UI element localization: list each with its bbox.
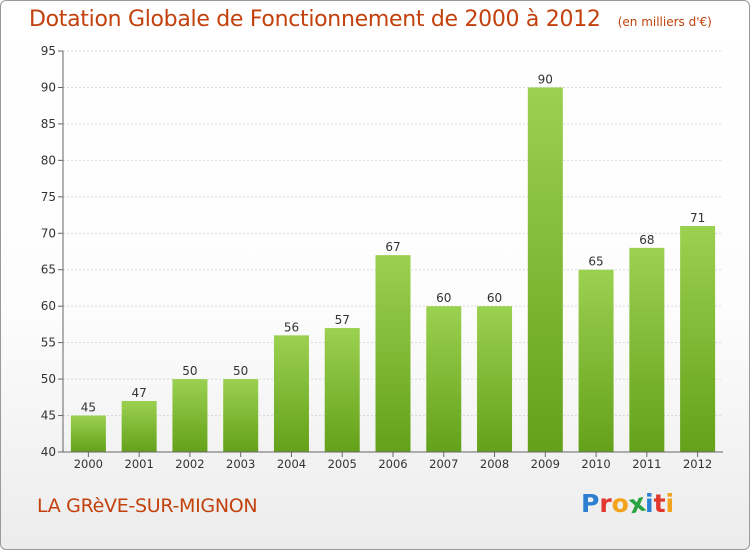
bar-2005 [324,328,360,452]
brand-letter: o [611,489,629,518]
data-label: 50 [182,364,197,378]
title-row: Dotation Globale de Fonctionnement de 20… [29,7,712,32]
bar-2008 [477,306,513,452]
brand-letter: i [645,489,654,518]
bar-2000 [70,415,106,452]
data-label: 71 [690,211,705,225]
y-tick-label: 85 [41,117,56,131]
x-tick-label: 2012 [683,457,712,471]
x-tick-label: 2000 [74,457,103,471]
x-tick-label: 2008 [480,457,509,471]
y-tick-label: 45 [41,409,56,423]
data-label: 47 [132,386,147,400]
chart-title: Dotation Globale de Fonctionnement de 20… [29,7,601,32]
data-label: 45 [81,401,96,415]
y-tick-label: 95 [41,44,56,58]
y-tick-label: 55 [41,336,56,350]
proxiti-logo: Proxiti [581,488,675,520]
x-tick-label: 2004 [277,457,306,471]
x-tick-label: 2010 [581,457,610,471]
x-tick-label: 2006 [378,457,407,471]
chart-subtitle: (en milliers d'€) [617,15,712,29]
brand-letter: i [665,489,675,518]
commune-name: LA GRèVE-SUR-MIGNON [37,495,258,517]
x-tick-label: 2009 [531,457,560,471]
y-tick-label: 90 [41,80,56,94]
data-label: 65 [588,255,603,269]
x-tick-label: 2003 [226,457,255,471]
bar-2004 [273,335,309,452]
x-tick-label: 2001 [125,457,154,471]
bar-2003 [223,379,259,452]
y-tick-label: 70 [41,226,56,240]
y-tick-label: 65 [41,263,56,277]
bar-2001 [121,400,157,452]
y-tick-label: 60 [41,299,56,313]
brand-letter: t [653,489,666,518]
data-label: 60 [487,291,502,305]
y-tick-label: 50 [41,372,56,386]
y-tick-label: 75 [41,190,56,204]
x-tick-label: 2005 [328,457,357,471]
x-tick-label: 2007 [429,457,458,471]
brand-letter: P [581,489,600,518]
data-label: 57 [335,313,350,327]
bar-2007 [426,306,462,452]
data-labels: 45 47 50 50 56 57 67 60 60 90 65 68 71 [81,72,706,414]
bar-2009 [527,87,563,453]
data-label: 50 [233,364,248,378]
y-tick-label: 80 [41,153,56,167]
axes: 40 45 50 55 60 65 70 75 80 85 90 95 2000 2001 2002 2003… [41,44,723,471]
bar-2006 [375,255,411,452]
bar-2011 [629,247,665,452]
data-label: 60 [436,291,451,305]
bar-2012 [680,225,716,452]
x-tick-label: 2011 [632,457,661,471]
bar-2002 [172,379,208,452]
brand-letter: r [599,489,612,518]
data-label: 56 [284,320,299,334]
y-tick-label: 40 [41,445,56,459]
data-label: 68 [639,233,654,247]
x-tick-label: 2002 [175,457,204,471]
data-label: 90 [538,72,553,86]
bar-2010 [578,269,614,452]
data-label: 67 [385,240,400,254]
bars [70,87,716,453]
